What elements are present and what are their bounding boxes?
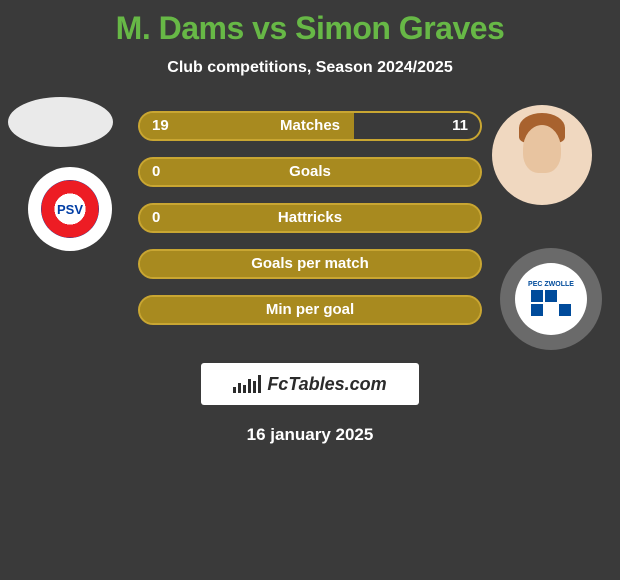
stat-bar: Matches19 11 [138,111,482,141]
stat-bar: Goals per match [138,249,482,279]
stat-bar: Min per goal [138,295,482,325]
watermark: FcTables.com [201,363,419,405]
stat-value-left: 0 [152,159,160,185]
stat-label: Min per goal [140,297,480,323]
stat-label: Goals per match [140,251,480,277]
stat-value-right: 11 [452,113,468,139]
comparison-area: PSV PEC ZWOLLE Matches1911Goals0Hattrick… [0,115,620,345]
stat-value-left: 19 [152,113,169,139]
stat-label: Matches [140,113,480,139]
stat-value-left: 0 [152,205,160,231]
stat-bar: Hattricks0 [138,203,482,233]
subtitle: Club competitions, Season 2024/2025 [0,59,620,77]
player-left-photo [8,97,113,147]
psv-logo-icon: PSV [41,180,99,238]
chart-icon [233,375,261,393]
pec-zwolle-logo-icon: PEC ZWOLLE [528,281,574,288]
player-left-club-badge: PSV [28,167,112,251]
player-right-photo [492,105,592,205]
watermark-text: FcTables.com [267,374,386,395]
player-right-club-badge: PEC ZWOLLE [500,248,602,350]
stat-label: Hattricks [140,205,480,231]
stat-bar: Goals0 [138,157,482,187]
stat-bars: Matches1911Goals0Hattricks0Goals per mat… [138,111,482,341]
page-title: M. Dams vs Simon Graves [0,0,620,47]
date-label: 16 january 2025 [0,425,620,445]
stat-label: Goals [140,159,480,185]
